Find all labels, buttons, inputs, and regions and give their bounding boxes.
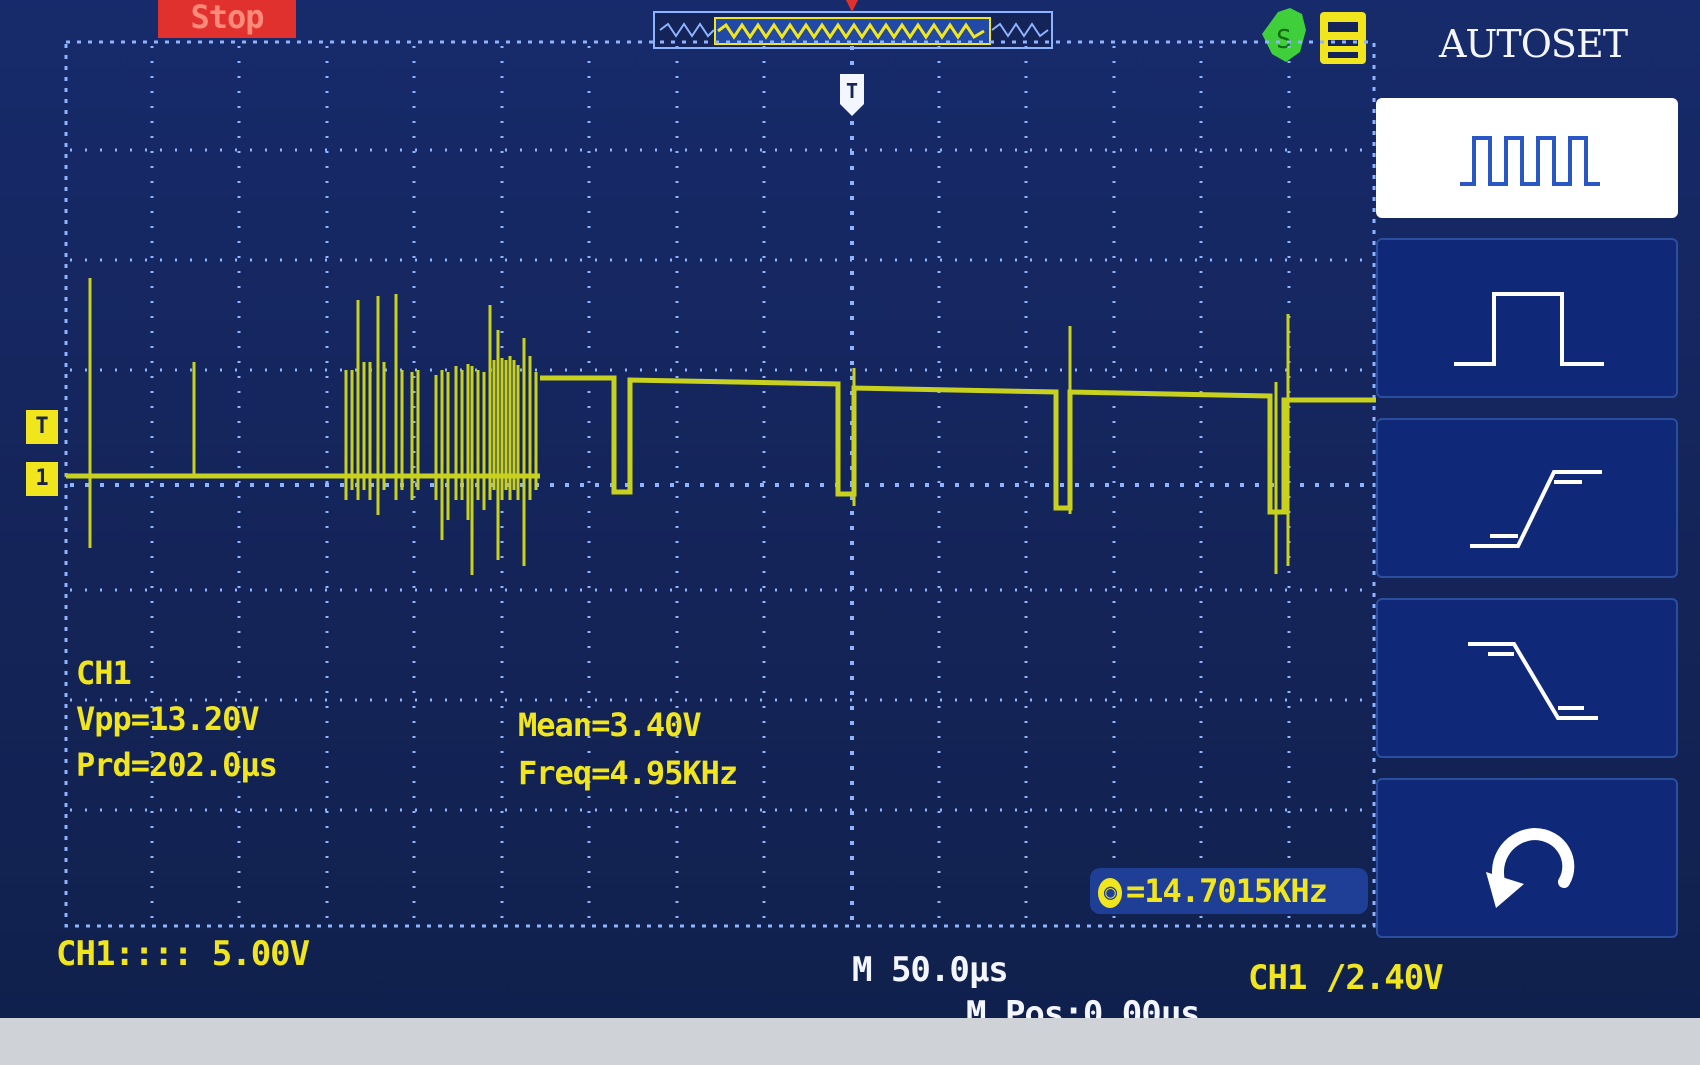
trigger-level-marker[interactable]: T	[26, 410, 58, 444]
frequency-counter: ◉ =14.7015KHz	[1090, 868, 1368, 914]
grid-horizontal	[70, 148, 1370, 812]
autoset-panel	[1376, 78, 1690, 960]
measure-channel-label: CH1	[76, 654, 132, 692]
multi-period-waveform-icon	[1460, 136, 1600, 186]
measure-vpp: Vpp=13.20V	[76, 700, 260, 738]
autoset-undo-button[interactable]	[1376, 778, 1678, 938]
ch1-waveform-trace	[66, 278, 1376, 575]
undo-icon	[1486, 827, 1575, 908]
ch1-volts-per-div[interactable]: CH1:::: 5.00V	[56, 934, 310, 974]
run-stop-indicator[interactable]: Stop	[158, 0, 296, 38]
printer-icon	[1320, 12, 1366, 64]
usb-connected-icon: S	[1262, 8, 1306, 62]
svg-text:S: S	[1276, 25, 1292, 55]
single-period-waveform-icon	[1454, 292, 1604, 366]
svg-text:T: T	[846, 79, 858, 103]
timebase-setting[interactable]: M 50.0µs	[852, 950, 1009, 990]
measure-period: Prd=202.0µs	[76, 746, 278, 784]
frequency-counter-value: =14.7015KHz	[1126, 872, 1328, 910]
autoset-single-period-button[interactable]	[1376, 238, 1678, 398]
falling-edge-icon	[1468, 642, 1598, 720]
measure-mean: Mean=3.40V	[518, 706, 702, 744]
trigger-position-marker[interactable]: T	[840, 74, 864, 116]
autoset-rising-edge-button[interactable]	[1376, 418, 1678, 578]
device-bezel	[0, 1018, 1700, 1065]
ch1-ground-marker[interactable]: 1	[26, 462, 58, 496]
measure-frequency: Freq=4.95KHz	[518, 754, 738, 792]
trigger-setting[interactable]: CH1 /2.40V	[1248, 958, 1444, 998]
rising-edge-icon	[1470, 470, 1602, 548]
autoset-title: AUTOSET	[1438, 22, 1628, 66]
counter-icon: ◉	[1098, 878, 1122, 908]
autoset-multi-period-button[interactable]	[1376, 98, 1678, 218]
autoset-falling-edge-button[interactable]	[1376, 598, 1678, 758]
